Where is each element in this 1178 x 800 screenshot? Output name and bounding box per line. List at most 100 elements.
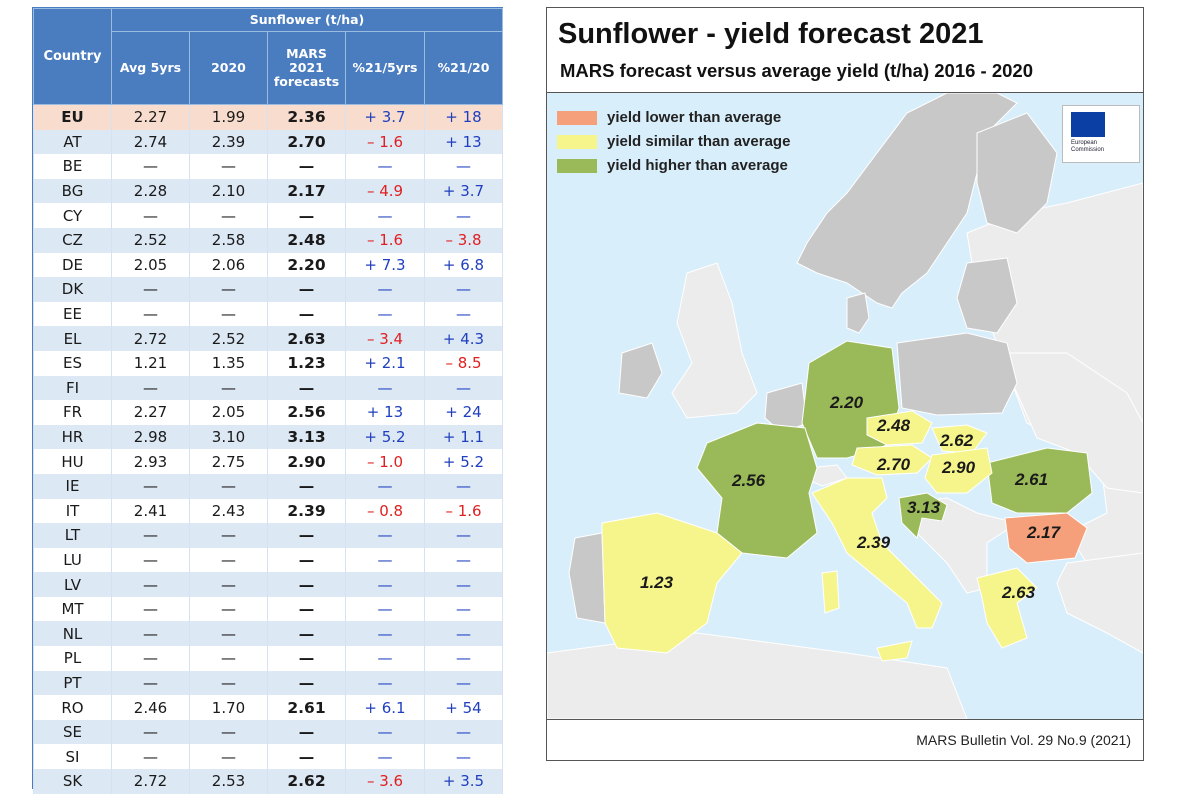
cell-forecast: 2.48	[267, 227, 346, 253]
forecast-column-header: MARS 2021 forecasts	[267, 31, 346, 105]
cell-country: EL	[33, 326, 112, 351]
forecast-header-line3: forecasts	[273, 74, 340, 89]
map-value-label: 2.56	[732, 471, 766, 490]
cell-pct20: —	[423, 547, 504, 573]
table-row: BG 2.28 2.10 2.17– 4.9 + 3.7	[33, 178, 504, 204]
cell-forecast: —	[267, 621, 346, 647]
cell-pct5: – 3.4	[345, 326, 425, 351]
pct-5yrs-column-header: %21/5yrs	[345, 31, 425, 105]
table-row: HR 2.98 3.10 3.13 + 5.2 + 1.1	[33, 424, 504, 450]
european-commission-logo: European Commission	[1062, 105, 1140, 163]
cell-y2020: —	[189, 277, 268, 302]
cell-country: BG	[33, 178, 112, 204]
map-value-label: 3.13	[907, 498, 941, 517]
cell-avg: 2.52	[111, 227, 190, 253]
cell-avg: 2.27	[111, 400, 190, 425]
table-row: DK — — — — —	[33, 277, 504, 302]
land-baltics	[956, 257, 1018, 334]
legend-swatch	[557, 158, 597, 173]
cell-pct20: —	[423, 375, 504, 401]
land-scandinavia	[796, 93, 1018, 309]
cell-forecast: 2.36	[267, 104, 346, 130]
cell-pct5: + 2.1	[345, 350, 425, 376]
cell-avg: —	[111, 154, 190, 179]
cell-country: IE	[33, 473, 112, 499]
cell-country: RO	[33, 695, 112, 720]
eu-flag-icon	[1071, 112, 1105, 137]
cell-forecast: —	[267, 547, 346, 573]
yield-table-panel: Country Sunflower (t/ha) Avg 5yrs 2020 M…	[32, 7, 504, 794]
cell-pct5: – 3.6	[345, 769, 425, 794]
cell-pct20: —	[423, 523, 504, 548]
cell-y2020: 1.70	[189, 695, 268, 720]
cell-country: DK	[33, 277, 112, 302]
cell-avg: 2.72	[111, 326, 190, 351]
cell-forecast: —	[267, 301, 346, 327]
map-source: MARS Bulletin Vol. 29 No.9 (2021)	[916, 732, 1131, 748]
map-value-label: 2.90	[942, 458, 976, 477]
cell-forecast: —	[267, 154, 346, 179]
cell-pct5: – 4.9	[345, 178, 425, 204]
table-row: EU 2.27 1.99 2.36 + 3.7 + 18	[33, 104, 504, 130]
cell-pct20: —	[423, 473, 504, 499]
cell-avg: 2.27	[111, 104, 190, 130]
legend-item: yield similar than average	[557, 133, 790, 150]
cell-y2020: —	[189, 154, 268, 179]
land-great-britain	[671, 262, 758, 419]
cell-pct20: + 3.7	[423, 178, 504, 204]
map-subtitle: MARS forecast versus average yield (t/ha…	[560, 60, 1034, 81]
cell-pct20: – 3.8	[423, 227, 504, 253]
cell-forecast: 2.56	[267, 400, 346, 425]
cell-avg: —	[111, 670, 190, 696]
region-bulgaria	[1004, 512, 1088, 564]
cell-pct5: —	[345, 572, 425, 597]
cell-avg: —	[111, 744, 190, 770]
cell-y2020: 2.06	[189, 252, 268, 278]
cell-pct5: —	[345, 277, 425, 302]
cell-forecast: —	[267, 646, 346, 671]
legend-swatch	[557, 134, 597, 149]
cell-y2020: —	[189, 523, 268, 548]
cell-y2020: —	[189, 744, 268, 770]
map-panel: Sunflower - yield forecast 2021 MARS for…	[546, 7, 1144, 761]
table-row: IE — — — — —	[33, 473, 504, 499]
cell-pct5: —	[345, 646, 425, 671]
cell-pct5: —	[345, 670, 425, 696]
cell-country: CY	[33, 203, 112, 228]
region-spain	[601, 512, 743, 654]
land-north-africa	[547, 632, 968, 719]
cell-forecast: 1.23	[267, 350, 346, 376]
cell-country: NL	[33, 621, 112, 647]
cell-country: HU	[33, 449, 112, 474]
cell-avg: —	[111, 301, 190, 327]
cell-y2020: 2.58	[189, 227, 268, 253]
cell-forecast: —	[267, 523, 346, 548]
country-column-header: Country	[33, 8, 112, 105]
cell-y2020: —	[189, 670, 268, 696]
ec-logo-text: European Commission	[1071, 140, 1104, 154]
table-row: SI — — — — —	[33, 744, 504, 770]
cell-avg: —	[111, 596, 190, 622]
land-ireland	[618, 342, 663, 399]
cell-y2020: —	[189, 547, 268, 573]
cell-pct20: + 1.1	[423, 424, 504, 450]
region-italy	[811, 477, 943, 629]
land-turkey	[1056, 552, 1143, 654]
cell-pct20: —	[423, 154, 504, 179]
cell-pct20: – 1.6	[423, 498, 504, 524]
cell-country: EE	[33, 301, 112, 327]
cell-y2020: —	[189, 621, 268, 647]
cell-pct20: —	[423, 572, 504, 597]
cell-pct5: + 13	[345, 400, 425, 425]
cell-pct5: – 1.6	[345, 129, 425, 155]
table-row: EE — — — — —	[33, 301, 504, 327]
cell-country: EU	[33, 104, 112, 130]
cell-country: BE	[33, 154, 112, 179]
cell-pct20: —	[423, 596, 504, 622]
table-row: EL 2.72 2.52 2.63– 3.4 + 4.3	[33, 326, 504, 351]
table-row: LU — — — — —	[33, 547, 504, 573]
cell-country: DE	[33, 252, 112, 278]
cell-y2020: —	[189, 301, 268, 327]
cell-country: IT	[33, 498, 112, 524]
cell-pct5: —	[345, 375, 425, 401]
